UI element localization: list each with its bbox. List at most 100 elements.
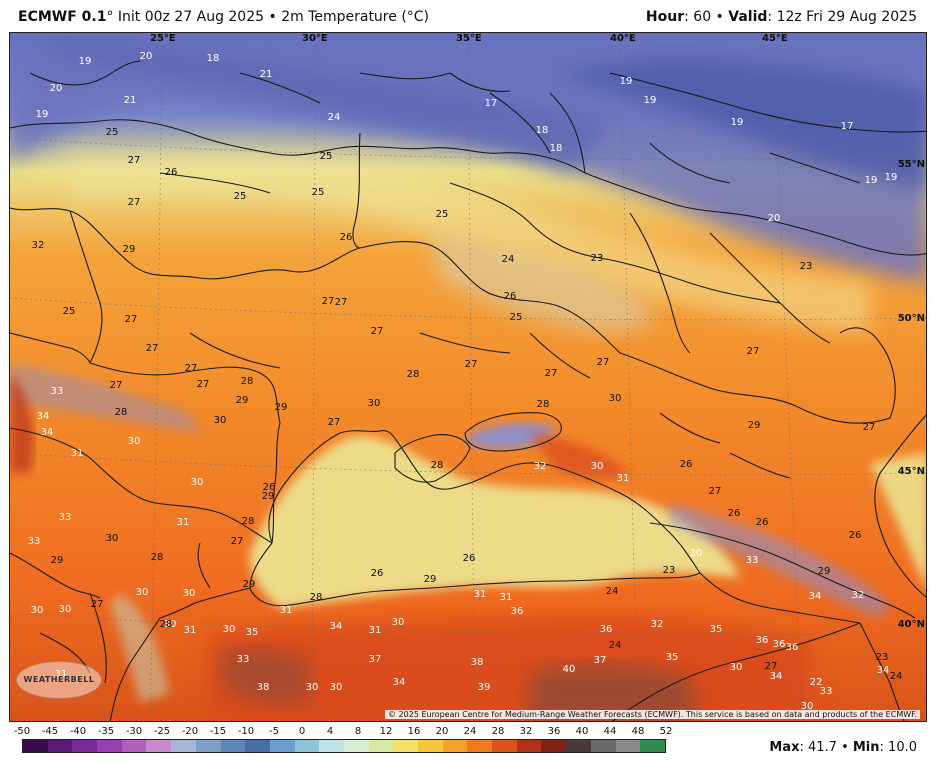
- temperature-label: 31: [71, 448, 84, 459]
- temperature-label: 34: [330, 621, 343, 632]
- colorbar-swatch: [220, 740, 246, 752]
- lat-label: 40°N: [898, 619, 925, 630]
- caucasus-cool: [670, 503, 890, 618]
- temperature-label: 26: [680, 459, 693, 470]
- heat-core-west: [220, 647, 310, 705]
- temperature-label: 24: [609, 640, 622, 651]
- temperature-label: 33: [28, 536, 41, 547]
- temperature-label: 27: [185, 363, 198, 374]
- latitude-labels: 55°N 50°N 45°N 40°N: [898, 159, 925, 630]
- temperature-label: 23: [876, 652, 889, 663]
- heat-west: [10, 373, 34, 473]
- temperature-label: 26: [371, 568, 384, 579]
- temperature-label: 32: [32, 240, 45, 251]
- colorbar-swatch: [72, 740, 98, 752]
- colorbar-swatch: [615, 740, 641, 752]
- header-valid-time: Hour: 60 • Valid: 12z Fri 29 Aug 2025: [646, 9, 917, 25]
- colorbar-tick-label: -10: [237, 726, 255, 737]
- temperature-label: 28: [537, 399, 550, 410]
- max-min-readout: Max: 41.7 • Min: 10.0: [769, 740, 917, 755]
- lon-label: 40°E: [610, 33, 636, 44]
- temperature-label: 35: [710, 624, 723, 635]
- temperature-label: 30: [306, 682, 319, 693]
- colorbar-tick-label: 0: [298, 726, 306, 737]
- temperature-label: 26: [504, 291, 517, 302]
- colorbar-tick-label: 16: [407, 726, 421, 737]
- temperature-label: 29: [123, 244, 136, 255]
- colorbar-tick-label: 32: [519, 726, 533, 737]
- temperature-label: 26: [263, 482, 276, 493]
- temperature-label: 33: [746, 555, 759, 566]
- temperature-label: 27: [709, 486, 722, 497]
- temperature-label: 27: [128, 155, 141, 166]
- colorbar-tick-label: -5: [269, 726, 279, 737]
- max-label: Max: [769, 740, 800, 755]
- colorbar-tick-label: 4: [326, 726, 334, 737]
- temperature-label: 31: [280, 605, 293, 616]
- temperature-label: 27: [110, 380, 123, 391]
- temperature-label: 27: [125, 314, 138, 325]
- temperature-label: 31: [500, 592, 513, 603]
- temperature-map[interactable]: 25°E 30°E 35°E 40°E 45°E 55°N 50°N 45°N …: [9, 32, 927, 722]
- temperature-label: 29: [748, 420, 761, 431]
- colorbar-swatch: [516, 740, 542, 752]
- temperature-label: 30: [330, 682, 343, 693]
- colorbar-swatch: [319, 740, 344, 752]
- colorbar-tick-label: -15: [209, 726, 227, 737]
- temperature-label: 33: [51, 386, 64, 397]
- lat-label: 55°N: [898, 159, 925, 170]
- temperature-label: 30: [191, 477, 204, 488]
- temperature-label: 36: [511, 606, 524, 617]
- temperature-label: 29: [236, 395, 249, 406]
- colorbar-swatch: [393, 740, 418, 752]
- temperature-label: 25: [320, 151, 333, 162]
- temperature-label: 29: [818, 566, 831, 577]
- temperature-label: 35: [246, 627, 259, 638]
- temperature-label: 34: [877, 665, 890, 676]
- colorbar-tick-label: -20: [181, 726, 199, 737]
- temperature-label: 30: [392, 617, 405, 628]
- kuban-heat: [530, 433, 630, 479]
- lon-label: 30°E: [302, 33, 328, 44]
- colorbar-swatch: [47, 740, 73, 752]
- temperature-label: 27: [371, 326, 384, 337]
- lon-label: 25°E: [150, 33, 176, 44]
- temperature-label: 28: [160, 619, 173, 630]
- temperature-label: 31: [184, 625, 197, 636]
- temperature-label: 30: [730, 662, 743, 673]
- colorbar-swatch: [368, 740, 394, 752]
- temperature-label: 19: [620, 76, 633, 87]
- colorbar-swatch: [566, 740, 591, 752]
- temperature-label: 30: [136, 587, 149, 598]
- valid-value: : 12z Fri 29 Aug 2025: [767, 9, 917, 25]
- map-canvas: 25°E 30°E 35°E 40°E 45°E 55°N 50°N 45°N …: [10, 33, 926, 721]
- temperature-label: 28: [310, 592, 323, 603]
- colorbar-swatch: [171, 740, 196, 752]
- temperature-label: 24: [606, 586, 619, 597]
- temperature-label: 29: [424, 574, 437, 585]
- temperature-label: 38: [471, 657, 484, 668]
- temperature-label: 33: [820, 686, 833, 697]
- weatherbell-logo: WEATHERBELL: [16, 661, 102, 699]
- hour-value: : 60 •: [684, 9, 729, 25]
- temperature-label: 33: [237, 654, 250, 665]
- temperature-label: 26: [463, 553, 476, 564]
- temperature-label: 30: [214, 415, 227, 426]
- temperature-label: 25: [63, 306, 76, 317]
- temperature-label: 31: [474, 589, 487, 600]
- temperature-label: 24: [502, 254, 515, 265]
- temperature-label: 36: [786, 642, 799, 653]
- temperature-label: 25: [234, 191, 247, 202]
- colorbar-tick-label: 40: [575, 726, 589, 737]
- temperature-label: 18: [550, 143, 563, 154]
- temperature-label: 23: [800, 261, 813, 272]
- temperature-label: 26: [728, 508, 741, 519]
- header-title: ECMWF 0.1° Init 00z 27 Aug 2025 • 2m Tem…: [18, 9, 429, 25]
- colorbar-swatch: [121, 740, 147, 752]
- temperature-label: 30: [183, 588, 196, 599]
- temperature-label: 26: [849, 530, 862, 541]
- temperature-label: 34: [41, 427, 54, 438]
- temperature-label: 21: [124, 95, 137, 106]
- colorbar-tick-label: 8: [354, 726, 362, 737]
